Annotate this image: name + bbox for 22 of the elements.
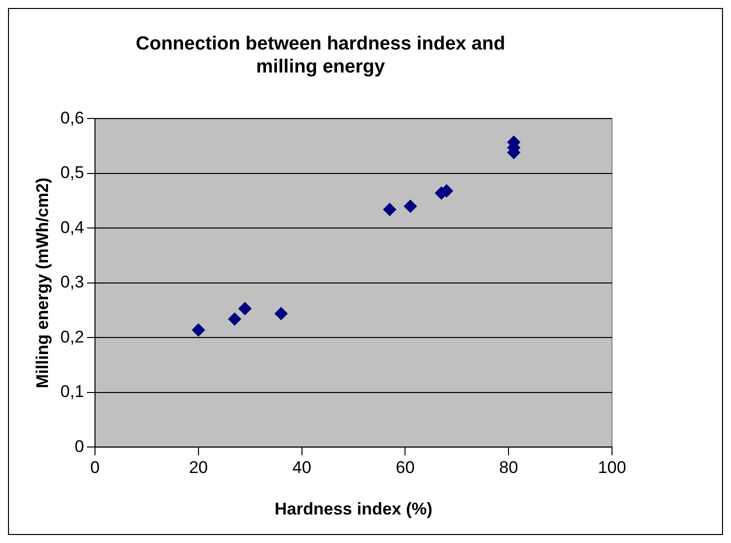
point <box>383 203 396 216</box>
x-tick-label: 0 <box>90 458 100 478</box>
x-tick-label: 20 <box>188 458 208 478</box>
y-tick-label: 0,4 <box>60 218 84 237</box>
y-tick-label: 0,6 <box>60 108 84 128</box>
y-tick-label: 0,1 <box>60 382 84 402</box>
point <box>274 307 288 320</box>
x-axis-title: Hardness index (%) <box>274 499 432 518</box>
chart-title: Connection between hardness index and milling energy <box>136 34 506 78</box>
y-tick-label: 0,2 <box>60 327 84 346</box>
y-tick-label: 0,3 <box>60 272 84 292</box>
point <box>228 312 242 326</box>
y-tick-label: 0,5 <box>60 163 84 182</box>
y-tick-label: 0 <box>74 436 84 456</box>
x-tick-label: 100 <box>598 458 626 478</box>
point <box>404 200 417 213</box>
x-tick-label: 40 <box>292 458 312 478</box>
point <box>238 302 252 316</box>
x-tick-label: 80 <box>499 458 518 478</box>
point <box>192 324 205 336</box>
x-tick-label: 60 <box>396 458 415 478</box>
y-axis-title: Milling energy (mWh/cm2) <box>32 178 52 388</box>
